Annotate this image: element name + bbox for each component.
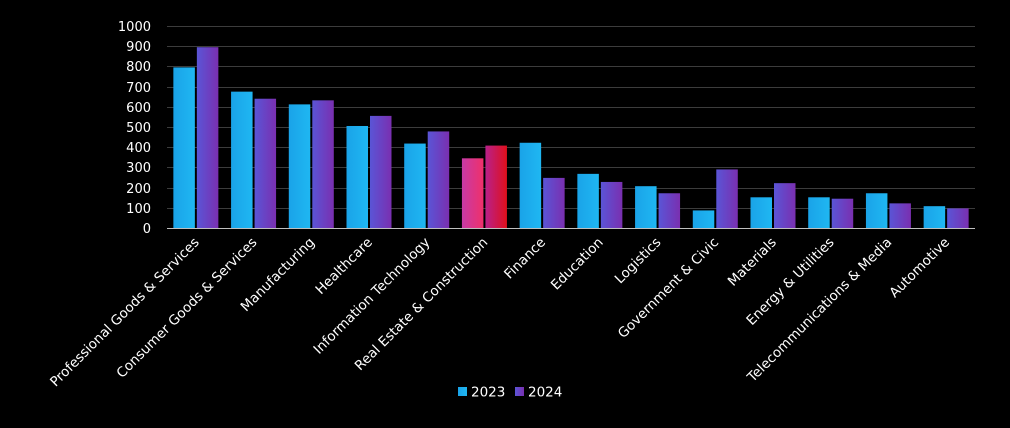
bar-2024 <box>196 47 219 229</box>
x-tick-label: Healthcare <box>312 235 375 298</box>
x-tick-label: Materials <box>725 235 780 290</box>
y-tick-label: 300 <box>126 161 151 176</box>
bar-2023 <box>404 143 426 228</box>
x-tick-label: Automotive <box>886 235 953 302</box>
bar-2024 <box>600 181 623 228</box>
y-tick-label: 0 <box>143 222 151 237</box>
bar-2023 <box>577 173 599 228</box>
bar-2024 <box>543 177 565 228</box>
bar-2024 <box>947 208 969 228</box>
x-tick-label: Government & Civic <box>615 235 722 342</box>
bar-2024 <box>658 193 681 228</box>
y-tick-label: 100 <box>126 202 151 217</box>
bar-2024 <box>485 145 507 228</box>
bar-2024 <box>716 169 738 228</box>
bar-2023 <box>635 186 657 228</box>
bar-2023 <box>288 104 311 228</box>
x-tick-label: Logistics <box>612 235 665 288</box>
legend-label: 2023 <box>471 385 505 401</box>
x-tick-label: Finance <box>501 235 549 283</box>
bar-2024 <box>774 183 796 228</box>
bar-2023 <box>519 142 542 228</box>
bar-2023 <box>808 197 830 228</box>
bar-2023 <box>346 125 368 228</box>
legend-swatch-2024 <box>515 387 524 396</box>
bar-2023 <box>461 158 484 228</box>
y-tick-label: 900 <box>126 40 151 55</box>
bar-2024 <box>831 198 854 228</box>
bar-2023 <box>231 91 253 229</box>
gridlines <box>167 26 975 209</box>
bar-2023 <box>750 197 772 228</box>
bar-2023 <box>865 193 888 228</box>
bar-2023 <box>923 206 946 228</box>
bars <box>173 47 969 229</box>
legend-swatch-2023 <box>458 387 467 396</box>
bar-2024 <box>427 131 450 228</box>
y-tick-label: 600 <box>126 101 151 116</box>
x-tick-label: Information Technology <box>310 235 433 358</box>
bar-2023 <box>173 67 195 228</box>
bar-2024 <box>254 98 277 228</box>
y-tick-label: 700 <box>126 81 151 96</box>
y-tick-label: 500 <box>126 121 151 136</box>
y-tick-label: 1000 <box>118 20 151 35</box>
y-tick-label: 400 <box>126 141 151 156</box>
y-tick-label: 800 <box>126 60 151 75</box>
bar-2023 <box>692 210 715 228</box>
bar-2024 <box>370 115 392 228</box>
y-tick-label: 200 <box>126 182 151 197</box>
legend: 2023 2024 <box>458 385 562 401</box>
y-axis: 0 100 200 300 400 500 600 700 800 900 1000 <box>118 20 975 237</box>
x-tick-label: Education <box>548 235 607 294</box>
bar-2024 <box>312 100 334 228</box>
bar-2024 <box>889 203 911 228</box>
legend-label: 2024 <box>528 385 562 401</box>
